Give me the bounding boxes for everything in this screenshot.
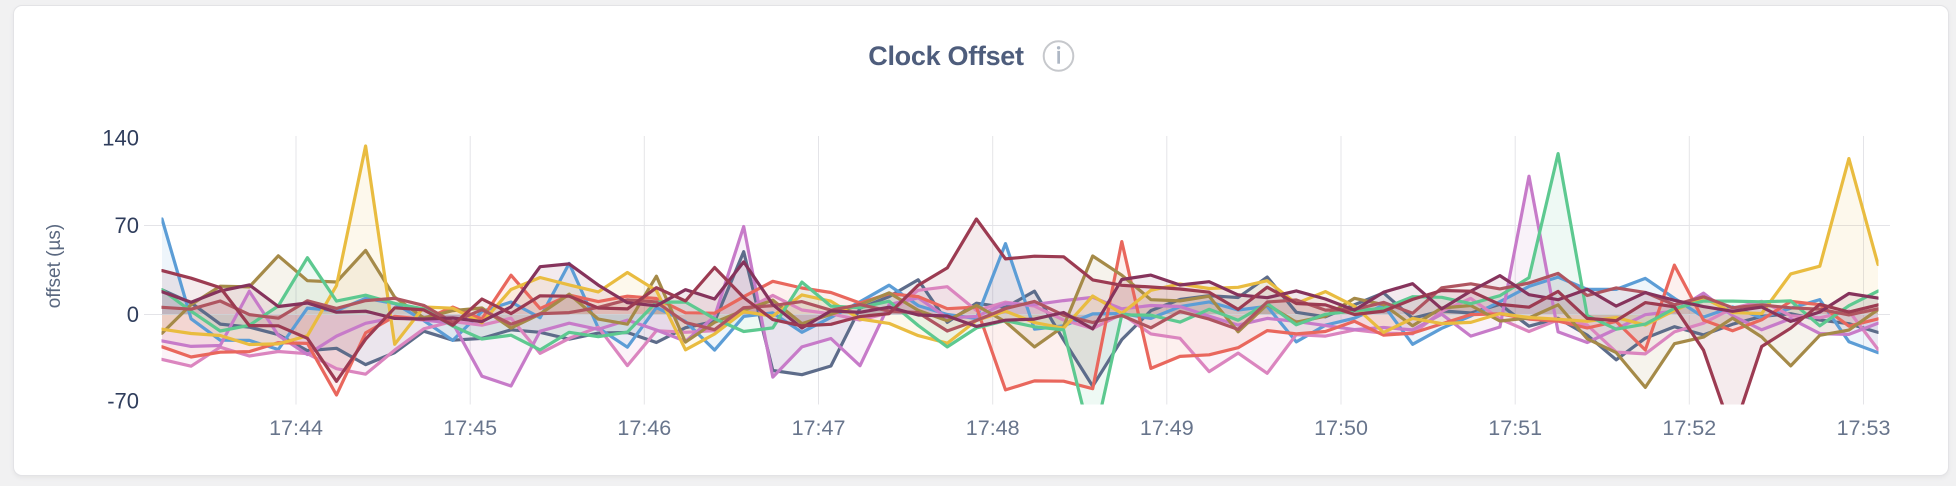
svg-text:17:47: 17:47: [792, 416, 846, 440]
svg-text:17:46: 17:46: [617, 416, 671, 440]
svg-text:17:51: 17:51: [1488, 416, 1542, 440]
svg-text:-70: -70: [107, 389, 139, 414]
svg-text:17:50: 17:50: [1314, 416, 1368, 440]
svg-text:17:48: 17:48: [966, 416, 1020, 440]
svg-text:17:53: 17:53: [1837, 416, 1891, 440]
svg-text:offset (µs): offset (µs): [44, 224, 65, 309]
svg-text:0: 0: [127, 302, 139, 327]
svg-text:70: 70: [115, 213, 139, 238]
svg-text:17:45: 17:45: [443, 416, 497, 440]
svg-text:17:49: 17:49: [1140, 416, 1194, 440]
svg-text:140: 140: [102, 126, 139, 151]
svg-text:Clock Offset: Clock Offset: [868, 41, 1024, 71]
svg-text:17:44: 17:44: [269, 416, 323, 440]
svg-text:17:52: 17:52: [1662, 416, 1716, 440]
